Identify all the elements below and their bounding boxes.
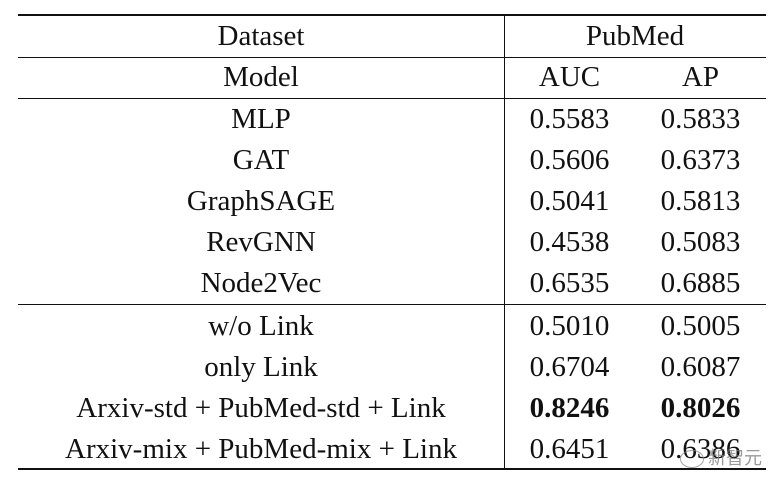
wechat-icon bbox=[680, 450, 704, 468]
bottom-rule bbox=[18, 468, 766, 470]
auc-cell: 0.5041 bbox=[529, 185, 610, 217]
auc-cell: 0.6451 bbox=[529, 433, 610, 465]
dataset-header: Dataset bbox=[217, 20, 305, 52]
auc-header: AUC bbox=[538, 61, 601, 93]
ap-cell: 0.8026 bbox=[660, 392, 741, 424]
model-cell: GraphSAGE bbox=[186, 185, 336, 217]
auc-cell: 0.5606 bbox=[529, 144, 610, 176]
auc-cell: 0.6535 bbox=[529, 267, 610, 299]
ap-cell: 0.5083 bbox=[660, 226, 741, 258]
model-cell: RevGNN bbox=[206, 226, 316, 258]
header-row-model: Model AUC AP bbox=[18, 57, 766, 98]
ablation-group: w/o Link 0.5010 0.5005 only Link 0.6704 0.608… bbox=[18, 306, 766, 470]
ap-cell: 0.5813 bbox=[660, 185, 741, 217]
auc-cell: 0.8246 bbox=[529, 392, 610, 424]
table-row: only Link 0.6704 0.6087 bbox=[18, 347, 766, 388]
auc-cell: 0.5010 bbox=[529, 310, 610, 342]
model-cell: GAT bbox=[232, 144, 290, 176]
model-cell: MLP bbox=[231, 103, 291, 135]
top-rule bbox=[18, 14, 766, 16]
table-row: Arxiv-std + PubMed-std + Link 0.8246 0.802… bbox=[18, 388, 766, 429]
ap-header: AP bbox=[681, 61, 720, 93]
ap-cell: 0.6087 bbox=[660, 351, 741, 383]
group-separator-rule bbox=[18, 304, 766, 305]
header-mid-rule bbox=[18, 57, 766, 58]
auc-cell: 0.6704 bbox=[529, 351, 610, 383]
column-divider bbox=[504, 16, 505, 468]
table-row: w/o Link 0.5010 0.5005 bbox=[18, 306, 766, 347]
table-row: GAT 0.5606 0.6373 bbox=[18, 140, 766, 181]
model-cell: Node2Vec bbox=[200, 267, 322, 299]
header-row-dataset: Dataset PubMed bbox=[18, 16, 766, 57]
model-cell: w/o Link bbox=[208, 310, 314, 342]
ap-cell: 0.6885 bbox=[660, 267, 741, 299]
model-cell: only Link bbox=[204, 351, 318, 383]
baseline-group: MLP 0.5583 0.5833 GAT 0.5606 0.6373 GraphSAGE 0… bbox=[18, 99, 766, 304]
ap-cell: 0.5833 bbox=[660, 103, 741, 135]
model-cell: Arxiv-mix + PubMed-mix + Link bbox=[65, 433, 457, 465]
ap-cell: 0.6373 bbox=[660, 144, 741, 176]
table-row: Arxiv-mix + PubMed-mix + Link 0.6451 0.638… bbox=[18, 429, 766, 470]
watermark: 新智元 bbox=[680, 444, 762, 470]
ap-cell: 0.5005 bbox=[660, 310, 741, 342]
auc-cell: 0.5583 bbox=[529, 103, 610, 135]
table-row: Node2Vec 0.6535 0.6885 bbox=[18, 263, 766, 304]
table-row: MLP 0.5583 0.5833 bbox=[18, 99, 766, 140]
table-row: RevGNN 0.4538 0.5083 bbox=[18, 222, 766, 263]
auc-cell: 0.4538 bbox=[529, 226, 610, 258]
model-header: Model bbox=[223, 61, 299, 93]
dataset-name-header: PubMed bbox=[585, 20, 685, 52]
results-table: Dataset PubMed Model AUC AP MLP 0.5583 0.5… bbox=[18, 14, 766, 470]
header-bottom-rule bbox=[18, 98, 766, 99]
model-cell: Arxiv-std + PubMed-std + Link bbox=[76, 392, 446, 424]
watermark-text: 新智元 bbox=[708, 448, 762, 469]
table-row: GraphSAGE 0.5041 0.5813 bbox=[18, 181, 766, 222]
